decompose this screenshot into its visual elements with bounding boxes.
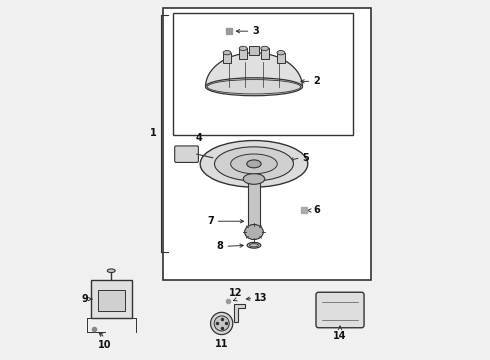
Bar (261, 48, 269, 59)
Ellipse shape (215, 147, 294, 181)
Text: 10: 10 (98, 340, 112, 350)
Text: 2: 2 (313, 76, 320, 86)
Bar (277, 53, 285, 63)
Text: 14: 14 (333, 331, 347, 341)
Ellipse shape (205, 78, 302, 96)
Ellipse shape (207, 80, 300, 94)
Text: 7: 7 (207, 216, 214, 226)
Bar (98, 290, 125, 311)
Bar (163, 8, 370, 280)
Ellipse shape (261, 46, 269, 50)
FancyBboxPatch shape (316, 292, 364, 328)
Ellipse shape (247, 242, 261, 248)
FancyBboxPatch shape (175, 146, 198, 162)
Ellipse shape (223, 50, 231, 55)
Text: 6: 6 (313, 206, 320, 216)
Ellipse shape (239, 46, 247, 50)
Bar (223, 53, 231, 63)
Bar (239, 48, 247, 59)
Text: 9: 9 (81, 294, 88, 304)
Ellipse shape (243, 174, 265, 184)
Polygon shape (234, 304, 245, 321)
Text: 4: 4 (196, 133, 202, 143)
Text: 12: 12 (228, 288, 242, 298)
Ellipse shape (200, 140, 308, 187)
Bar (248, 177, 260, 235)
Ellipse shape (231, 154, 277, 174)
Ellipse shape (249, 244, 258, 247)
Ellipse shape (107, 269, 115, 273)
Ellipse shape (214, 316, 229, 331)
Bar (173, 13, 353, 135)
Ellipse shape (247, 160, 261, 168)
Text: 3: 3 (252, 26, 259, 36)
Ellipse shape (245, 225, 263, 239)
Text: 8: 8 (217, 241, 223, 251)
Text: 11: 11 (215, 338, 228, 348)
Text: 5: 5 (302, 153, 309, 163)
Bar (249, 46, 259, 55)
Bar (91, 280, 132, 318)
Ellipse shape (211, 312, 233, 334)
Ellipse shape (277, 50, 285, 55)
Text: 13: 13 (254, 293, 268, 303)
Text: 1: 1 (150, 129, 157, 138)
